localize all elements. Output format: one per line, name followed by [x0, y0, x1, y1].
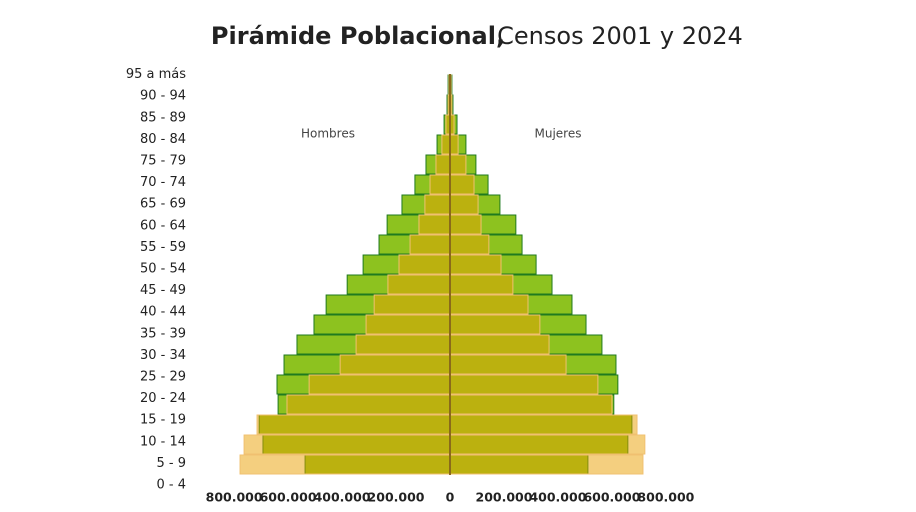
bar: [449, 154, 467, 175]
bar: [449, 174, 475, 195]
y-tick-label: 55 - 59: [140, 240, 186, 255]
x-tick-label: 0: [446, 490, 455, 505]
bar: [449, 194, 479, 215]
bar: [355, 334, 451, 355]
y-tick-label: 75 - 79: [140, 154, 186, 169]
bar: [449, 234, 490, 255]
y-tick-label: 20 - 24: [140, 391, 186, 406]
x-tick-label: 400.000: [314, 490, 371, 505]
bar: [339, 354, 451, 375]
bar: [398, 254, 451, 275]
y-tick-label: 15 - 19: [140, 413, 186, 428]
y-tick-label: 70 - 74: [140, 175, 186, 190]
bar: [387, 274, 451, 295]
y-tick-label: 5 - 9: [157, 456, 187, 471]
bar: [449, 134, 459, 155]
y-tick-label: 25 - 29: [140, 370, 186, 385]
bar: [449, 374, 599, 395]
bar: [409, 234, 451, 255]
x-tick-label: 200.000: [476, 490, 533, 505]
y-tick-label: 35 - 39: [140, 326, 186, 341]
bar: [429, 174, 451, 195]
bar: [449, 254, 502, 275]
x-tick-label: 600.000: [583, 490, 640, 505]
y-tick-label: 65 - 69: [140, 197, 186, 212]
bar: [449, 354, 567, 375]
y-tick-label: 40 - 44: [140, 305, 186, 320]
y-tick-label: 85 - 89: [140, 110, 186, 125]
y-tick-label: 10 - 14: [140, 434, 186, 449]
bar: [449, 394, 613, 415]
bar: [449, 294, 529, 315]
bar: [449, 434, 646, 455]
bar: [441, 134, 451, 155]
y-tick-label: 95 a más: [126, 67, 186, 82]
x-tick-label: 800.000: [637, 490, 694, 505]
bar: [286, 394, 451, 415]
bar: [435, 154, 451, 175]
bar: [449, 454, 644, 475]
bar: [365, 314, 451, 335]
bar: [424, 194, 451, 215]
y-tick-label: 90 - 94: [140, 89, 186, 104]
y-tick-label: 30 - 34: [140, 348, 186, 363]
left-label: Hombres: [301, 127, 355, 141]
bar: [449, 214, 482, 235]
bar: [243, 434, 451, 455]
bar: [239, 454, 451, 475]
right-label: Mujeres: [535, 127, 582, 141]
bar: [449, 314, 541, 335]
bar: [308, 374, 451, 395]
x-tick-label: 600.000: [260, 490, 317, 505]
x-tick-label: 200.000: [368, 490, 425, 505]
x-tick-label: 800.000: [206, 490, 263, 505]
bar: [449, 274, 514, 295]
bar: [418, 214, 451, 235]
chart-subtitle: Censos 2001 y 2024: [497, 22, 743, 50]
bar: [256, 414, 451, 435]
y-tick-label: 80 - 84: [140, 132, 186, 147]
bar: [373, 294, 451, 315]
y-tick-label: 45 - 49: [140, 283, 186, 298]
x-tick-label: 400.000: [529, 490, 586, 505]
y-tick-label: 0 - 4: [157, 478, 187, 493]
bar: [449, 414, 638, 435]
y-tick-label: 60 - 64: [140, 218, 186, 233]
chart-title: Pirámide Poblacional,: [211, 22, 505, 50]
bar: [449, 334, 550, 355]
y-tick-label: 50 - 54: [140, 262, 186, 277]
